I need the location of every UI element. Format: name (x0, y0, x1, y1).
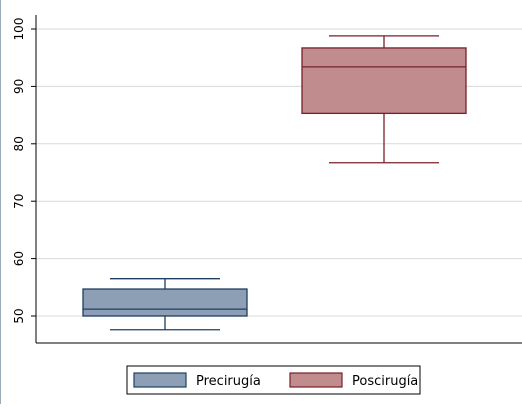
legend-label-poscirugia: Poscirugía (352, 374, 418, 389)
y-tick-label-100: 100 (12, 18, 26, 41)
gridlines (36, 28, 522, 317)
iqr-box-poscirugia (301, 47, 467, 115)
box-poscirugia (301, 35, 467, 164)
legend: Precirugía Poscirugía (126, 365, 421, 395)
y-ticks: 50 60 70 80 90 100 (12, 18, 36, 324)
y-tick-label-50: 50 (12, 308, 26, 323)
y-tick-label-70: 70 (12, 194, 26, 209)
legend-swatch-precirugia (133, 372, 187, 388)
box-precirugia (82, 278, 248, 331)
y-tick-label-90: 90 (12, 79, 26, 94)
axes (35, 15, 522, 344)
boxes (82, 35, 467, 331)
legend-swatch-poscirugia (289, 372, 343, 388)
iqr-box-precirugia (82, 288, 248, 317)
y-tick-label-80: 80 (12, 136, 26, 151)
y-tick-label-60: 60 (12, 251, 26, 266)
legend-label-precirugia: Precirugía (196, 374, 261, 389)
